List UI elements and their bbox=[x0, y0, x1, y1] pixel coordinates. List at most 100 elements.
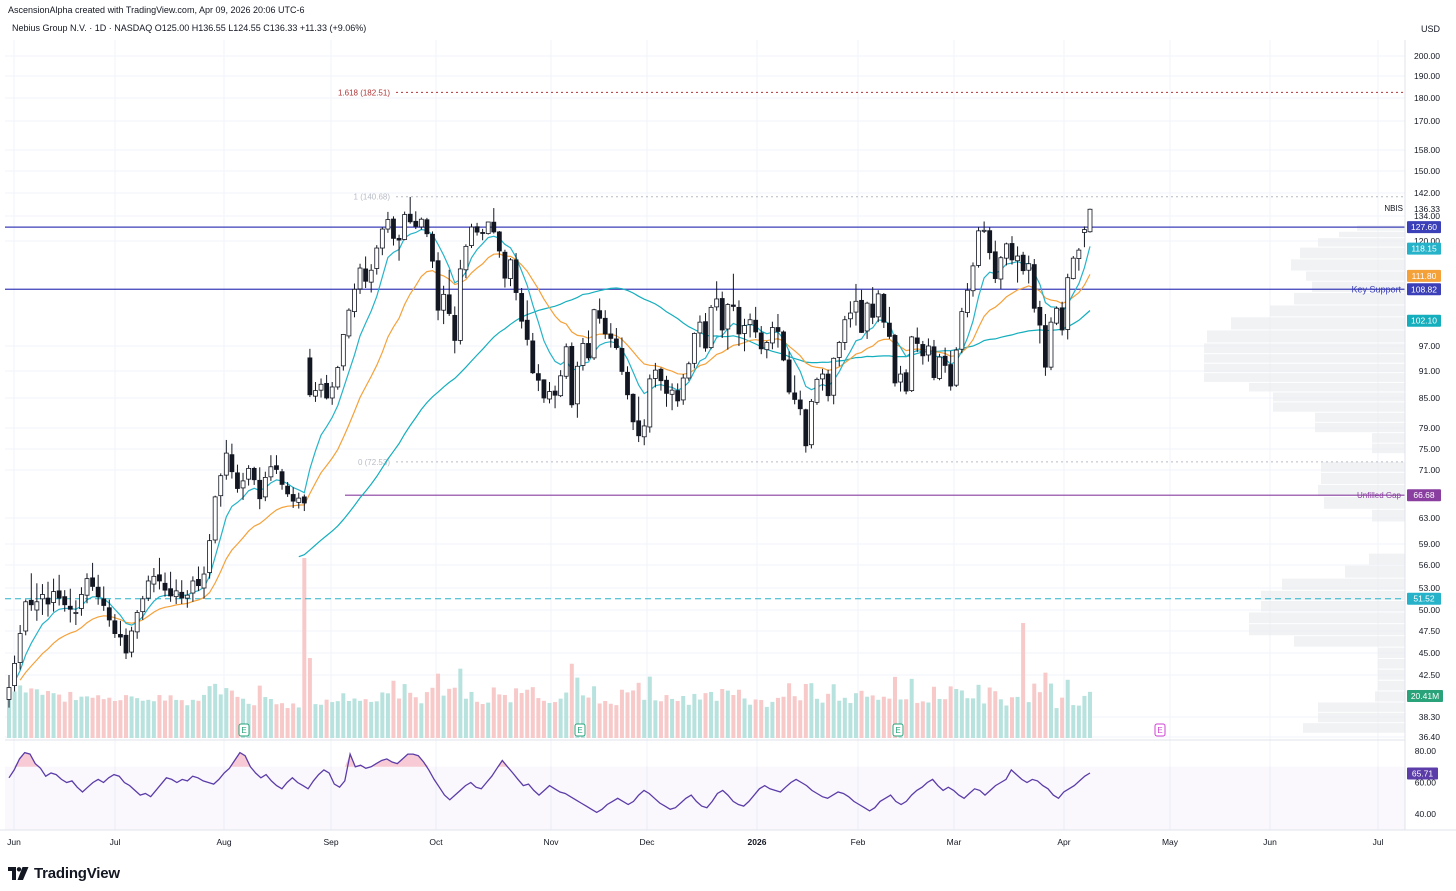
candle-body-down bbox=[992, 251, 998, 279]
volume-bar bbox=[675, 701, 680, 738]
candle bbox=[920, 340, 926, 365]
volume-bar bbox=[352, 698, 357, 738]
volume-profile-bin bbox=[1249, 612, 1405, 624]
volume-bar bbox=[636, 682, 641, 738]
candle-body-up bbox=[335, 367, 341, 388]
volume-profile-bin bbox=[1291, 259, 1405, 271]
price-label-text: 127.60 bbox=[1411, 222, 1437, 232]
volume-bar bbox=[107, 697, 112, 738]
candle bbox=[781, 330, 786, 362]
volume-bar bbox=[937, 698, 942, 738]
candle-body-down bbox=[552, 390, 558, 396]
candle-body-down bbox=[535, 373, 541, 381]
price-tick: 134.00 bbox=[1414, 211, 1440, 221]
candle bbox=[62, 590, 68, 612]
volume-bar bbox=[502, 694, 507, 738]
candle-body-down bbox=[1020, 254, 1026, 272]
volume-bar bbox=[458, 668, 463, 738]
volume-bar bbox=[62, 701, 67, 738]
symbol-info: Nebius Group N.V. · 1D · NASDAQ O125.00 … bbox=[12, 23, 367, 33]
candle bbox=[613, 328, 619, 350]
candle-body-up bbox=[73, 612, 79, 614]
candle bbox=[859, 289, 864, 333]
candle bbox=[831, 357, 837, 405]
candle-body-down bbox=[920, 344, 926, 357]
candle bbox=[725, 303, 731, 350]
volume-bar bbox=[224, 688, 229, 738]
candle-body-down bbox=[1043, 325, 1048, 368]
candle bbox=[937, 353, 942, 381]
candle bbox=[385, 211, 391, 233]
candle-body-up bbox=[140, 598, 146, 613]
price-label-badge bbox=[1407, 283, 1441, 296]
tradingview-logo[interactable]: TradingView bbox=[8, 865, 120, 882]
candle bbox=[123, 628, 129, 660]
volume-bar bbox=[424, 692, 429, 738]
candle-body-up bbox=[463, 245, 469, 271]
candle bbox=[786, 351, 792, 395]
candle bbox=[1009, 236, 1015, 265]
time-tick: Feb bbox=[851, 837, 866, 847]
volume-bar bbox=[809, 683, 814, 738]
candle-body-down bbox=[106, 607, 112, 621]
candle bbox=[430, 231, 435, 269]
volume-bar bbox=[252, 705, 257, 738]
time-tick: Nov bbox=[543, 837, 559, 847]
ema-21-line bbox=[19, 253, 1091, 681]
volume-bar bbox=[580, 695, 585, 738]
candle-body-up bbox=[212, 496, 218, 541]
candle bbox=[40, 584, 45, 615]
volume-bar bbox=[319, 704, 324, 738]
candle bbox=[391, 216, 396, 246]
volume-bar bbox=[631, 690, 636, 738]
candle bbox=[279, 468, 285, 490]
candle-body-down bbox=[430, 233, 435, 262]
candle-body-up bbox=[379, 228, 385, 249]
volume-profile-bin bbox=[1372, 443, 1405, 454]
candle-body-up bbox=[998, 257, 1004, 280]
volume-bar bbox=[753, 699, 758, 738]
candle bbox=[697, 315, 703, 348]
volume-bar bbox=[73, 700, 78, 738]
candle bbox=[903, 369, 909, 395]
volume-bar bbox=[1032, 683, 1037, 738]
volume-profile-bin bbox=[1312, 281, 1405, 292]
candle-body-up bbox=[898, 373, 903, 383]
candle-body-up bbox=[368, 269, 374, 283]
candle bbox=[820, 368, 825, 391]
candle bbox=[491, 208, 497, 234]
currency-label[interactable]: USD bbox=[1420, 24, 1440, 34]
candle-body-up bbox=[374, 247, 380, 269]
volume-bar bbox=[1060, 697, 1065, 738]
candle-body-up bbox=[1054, 307, 1059, 324]
candle bbox=[324, 374, 330, 400]
candle bbox=[703, 313, 708, 352]
candle-body-up bbox=[184, 594, 190, 599]
candle bbox=[547, 382, 552, 404]
candle-body-up bbox=[686, 363, 692, 379]
candle bbox=[753, 306, 759, 338]
candle-body-up bbox=[959, 311, 965, 350]
volume-bar bbox=[569, 663, 574, 738]
volume-bar bbox=[759, 700, 764, 738]
candle bbox=[931, 339, 937, 381]
candle bbox=[73, 600, 79, 626]
candle-body-down bbox=[196, 579, 201, 587]
candle-body-down bbox=[168, 588, 173, 597]
volume-bar bbox=[280, 703, 285, 738]
candle-body-down bbox=[914, 337, 920, 344]
volume-bar bbox=[865, 696, 870, 738]
candle bbox=[179, 580, 185, 605]
candle bbox=[34, 583, 40, 621]
candle-body-up bbox=[953, 349, 959, 386]
candle bbox=[463, 244, 469, 279]
volume-bar bbox=[302, 558, 307, 738]
volume-profile-bin bbox=[1273, 402, 1405, 412]
candle bbox=[28, 573, 34, 611]
candle-body-down bbox=[825, 373, 831, 397]
volume-bar bbox=[196, 700, 201, 738]
candle bbox=[129, 626, 134, 658]
candle-body-down bbox=[157, 574, 162, 582]
volume-bar bbox=[798, 700, 803, 738]
